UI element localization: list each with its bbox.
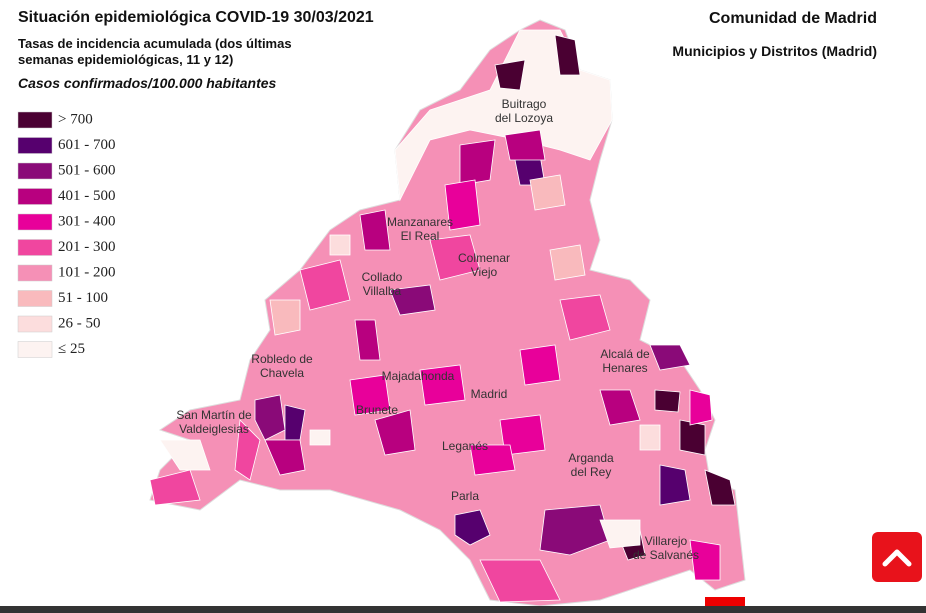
legend-label: > 700	[58, 111, 93, 127]
municipality	[654, 389, 681, 413]
municipality	[479, 559, 561, 603]
municipality	[234, 419, 261, 481]
municipality	[549, 244, 586, 281]
municipality	[374, 409, 416, 456]
municipality	[394, 29, 613, 202]
municipality	[149, 469, 201, 506]
subtitle: Tasas de incidencia acumulada (dos últim…	[18, 36, 292, 51]
municipality	[539, 504, 611, 556]
legend-label: 301 - 400	[58, 213, 116, 229]
region: Comunidad de Madrid	[709, 10, 877, 27]
bottom-tab	[705, 597, 745, 606]
municipality	[704, 469, 736, 506]
legend-label: ≤ 25	[58, 341, 85, 357]
municipality	[159, 439, 211, 471]
place-label: Collado	[362, 270, 403, 284]
municipality	[494, 59, 526, 91]
legend-swatch	[17, 111, 53, 129]
legend-swatch	[17, 137, 53, 154]
municipality	[354, 319, 381, 361]
legend-swatch	[17, 239, 53, 256]
place-label: del Rey	[571, 465, 612, 479]
unit: Casos confirmados/100.000 habitantes	[18, 75, 277, 91]
municipality	[264, 439, 306, 476]
legend-swatch	[17, 264, 53, 282]
legend: > 700 601 - 700 501 - 600 401 - 500 301 - 40…	[17, 111, 116, 358]
title: Situación epidemiológica COVID-19 30/03/…	[18, 9, 374, 26]
legend-swatch	[17, 315, 53, 333]
place-label: Manzanares	[387, 215, 453, 229]
legend-label: 51 - 100	[58, 290, 108, 306]
legend-label: 401 - 500	[58, 188, 116, 204]
municipality	[454, 509, 491, 546]
municipality	[269, 299, 301, 336]
municipality	[689, 539, 721, 581]
place-label: Buitrago	[502, 97, 547, 111]
subtitle: semanas epidemiológicas, 11 y 12)	[18, 52, 233, 67]
bottom-bar	[0, 606, 926, 613]
place-label: Brunete	[356, 403, 398, 417]
place-label: San Martín de	[176, 408, 252, 422]
municipality	[504, 129, 546, 161]
place-label: Majadahonda	[382, 369, 455, 383]
button-bg[interactable]	[872, 532, 922, 582]
legend-label: 26 - 50	[58, 315, 101, 331]
legend-label: 201 - 300	[58, 239, 116, 255]
subregion: Municipios y Distritos (Madrid)	[672, 43, 877, 59]
map	[149, 19, 746, 607]
municipality	[349, 374, 391, 416]
place-label: Viejo	[471, 265, 498, 279]
chevron-icon[interactable]	[882, 549, 912, 567]
place-label: Chavela	[260, 366, 304, 380]
municipality	[389, 284, 436, 316]
legend-label: 601 - 700	[58, 137, 116, 153]
place-label: Valdeiglesias	[179, 422, 249, 436]
municipality	[519, 344, 561, 386]
municipality	[254, 394, 286, 441]
legend-label: 101 - 200	[58, 264, 116, 280]
municipality	[329, 234, 351, 256]
place-label: Arganda	[568, 451, 614, 465]
legend-swatch	[17, 213, 53, 231]
place-label: Parla	[451, 489, 479, 503]
place-label: Villarejo	[645, 534, 688, 548]
place-label: Villalba	[363, 284, 402, 298]
municipality	[299, 259, 351, 311]
legend-swatch	[17, 341, 53, 358]
municipality	[419, 364, 466, 406]
municipality	[444, 179, 481, 231]
municipality	[459, 139, 496, 186]
place-label: El Real	[401, 229, 440, 243]
legend-label: 501 - 600	[58, 162, 116, 178]
place-label: de Salvanés	[633, 548, 699, 562]
scroll-top-button[interactable]	[872, 532, 922, 582]
municipality	[679, 419, 706, 456]
place-label: Henares	[602, 361, 647, 375]
place-label: Leganés	[442, 439, 488, 453]
municipality	[639, 424, 661, 451]
municipality	[559, 294, 611, 341]
place-label: Alcalá de	[600, 347, 650, 361]
municipality	[359, 209, 391, 251]
municipality	[689, 389, 713, 426]
municipality	[554, 34, 581, 76]
municipality	[599, 519, 641, 549]
place-label: del Lozoya	[495, 111, 553, 125]
municipality	[309, 429, 331, 446]
legend-swatch	[17, 290, 53, 307]
legend-swatch	[17, 162, 53, 180]
municipality	[649, 344, 691, 371]
place-label: Madrid	[471, 387, 508, 401]
place-label: Robledo de	[251, 352, 313, 366]
municipality	[659, 464, 691, 506]
legend-swatch	[17, 188, 53, 205]
municipality	[499, 414, 546, 456]
municipality	[429, 234, 481, 281]
place-label: Colmenar	[458, 251, 510, 265]
municipality	[469, 444, 516, 476]
municipality	[529, 174, 566, 211]
municipality	[599, 389, 641, 426]
